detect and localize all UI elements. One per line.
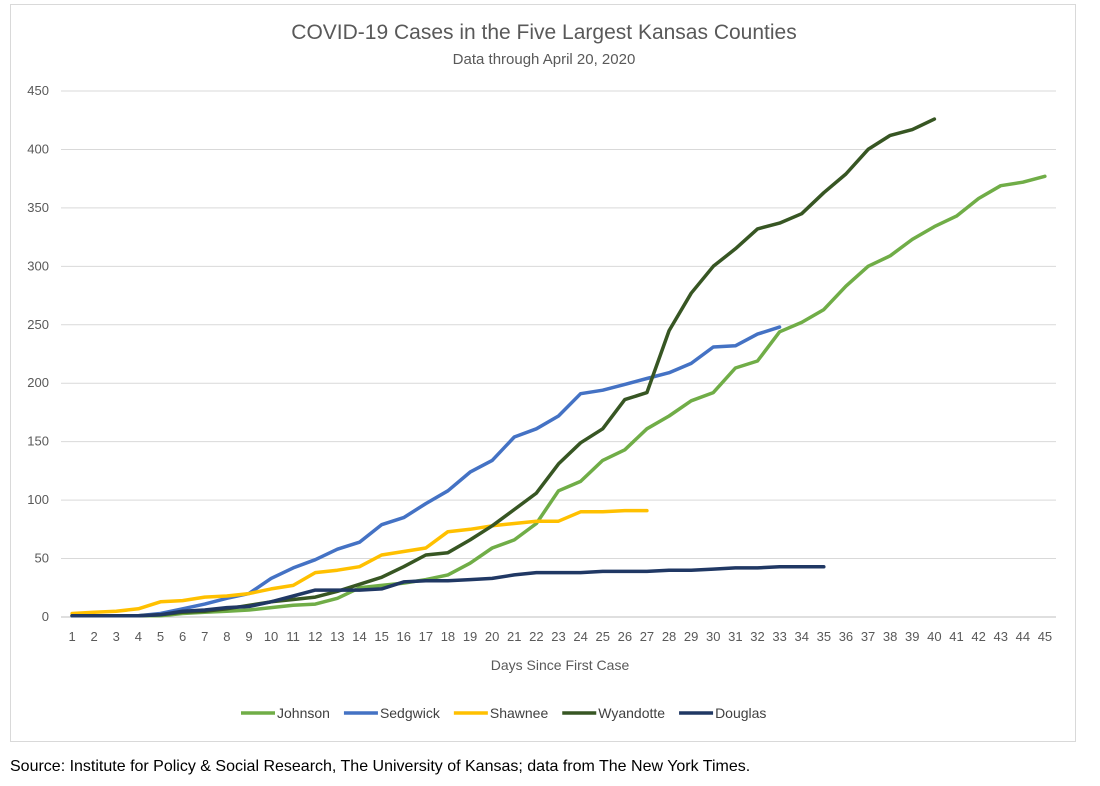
legend-label-sedgwick: Sedgwick: [380, 705, 441, 721]
x-tick-label: 10: [264, 629, 278, 644]
x-tick-label: 41: [949, 629, 963, 644]
x-tick-label: 43: [993, 629, 1007, 644]
series-line-sedgwick: [70, 325, 782, 618]
y-tick-label: 100: [27, 492, 49, 507]
x-tick-label: 40: [927, 629, 941, 644]
y-tick-label: 200: [27, 375, 49, 390]
x-tick-label: 13: [330, 629, 344, 644]
x-tick-label: 5: [157, 629, 164, 644]
y-tick-label: 300: [27, 258, 49, 273]
x-tick-label: 32: [750, 629, 764, 644]
x-tick-label: 21: [507, 629, 521, 644]
x-axis-title: Days Since First Case: [491, 657, 630, 673]
x-tick-label: 25: [595, 629, 609, 644]
x-tick-label: 26: [618, 629, 632, 644]
x-tick-label: 38: [883, 629, 897, 644]
chart-svg: COVID-19 Cases in the Five Largest Kansa…: [27, 21, 1056, 721]
y-tick-label: 250: [27, 317, 49, 332]
y-axis-ticks: 0 50 100 150 200 250 300 350 400 450: [27, 83, 49, 624]
x-tick-label: 42: [971, 629, 985, 644]
x-tick-label: 9: [245, 629, 252, 644]
x-tick-label: 18: [441, 629, 455, 644]
legend: Johnson Sedgwick Shawnee Wyandotte Douglas: [241, 705, 766, 721]
x-tick-label: 6: [179, 629, 186, 644]
x-tick-label: 27: [640, 629, 654, 644]
y-tick-label: 450: [27, 83, 49, 98]
legend-label-douglas: Douglas: [715, 705, 766, 721]
x-tick-label: 33: [772, 629, 786, 644]
x-tick-label: 8: [223, 629, 230, 644]
legend-label-wyandotte: Wyandotte: [598, 705, 665, 721]
x-tick-label: 12: [308, 629, 322, 644]
gridlines: [61, 90, 1056, 618]
source-note: Source: Institute for Policy & Social Re…: [10, 758, 751, 775]
x-tick-label: 30: [706, 629, 720, 644]
x-tick-label: 16: [396, 629, 410, 644]
x-tick-label: 11: [286, 629, 300, 644]
x-tick-label: 14: [352, 629, 366, 644]
x-tick-label: 17: [419, 629, 433, 644]
series-lines: [70, 117, 1047, 618]
y-tick-label: 50: [35, 551, 49, 566]
series-line-douglas: [70, 564, 826, 618]
series-line-johnson: [70, 174, 1047, 618]
chart-frame: COVID-19 Cases in the Five Largest Kansa…: [10, 4, 1076, 742]
x-tick-label: 44: [1016, 629, 1030, 644]
x-tick-label: 31: [728, 629, 742, 644]
x-tick-label: 29: [684, 629, 698, 644]
x-tick-label: 3: [113, 629, 120, 644]
chart-title: COVID-19 Cases in the Five Largest Kansa…: [291, 21, 796, 44]
x-tick-label: 24: [573, 629, 587, 644]
x-tick-label: 4: [135, 629, 142, 644]
y-tick-label: 350: [27, 200, 49, 215]
chart-subtitle: Data through April 20, 2020: [453, 51, 636, 68]
series-line-shawnee: [70, 508, 649, 616]
series-line-wyandotte: [70, 117, 937, 618]
x-tick-label: 1: [68, 629, 75, 644]
x-tick-label: 19: [463, 629, 477, 644]
x-tick-label: 28: [662, 629, 676, 644]
legend-label-shawnee: Shawnee: [490, 705, 549, 721]
x-tick-label: 15: [374, 629, 388, 644]
x-tick-label: 36: [839, 629, 853, 644]
x-tick-label: 39: [905, 629, 919, 644]
x-tick-label: 34: [794, 629, 808, 644]
x-tick-label: 45: [1038, 629, 1052, 644]
x-tick-label: 22: [529, 629, 543, 644]
y-tick-label: 400: [27, 141, 49, 156]
y-tick-label: 0: [42, 609, 49, 624]
x-axis-ticks: 1 2 3 4 5 6 7 8 9 10 11 12 13 14 15 16 17 18 19 20 21 22 23 24 2…: [68, 629, 1052, 644]
x-tick-label: 37: [861, 629, 875, 644]
legend-label-johnson: Johnson: [277, 705, 330, 721]
x-tick-label: 35: [817, 629, 831, 644]
x-tick-label: 7: [201, 629, 208, 644]
x-tick-label: 2: [91, 629, 98, 644]
x-tick-label: 20: [485, 629, 499, 644]
y-tick-label: 150: [27, 434, 49, 449]
x-tick-label: 23: [551, 629, 565, 644]
